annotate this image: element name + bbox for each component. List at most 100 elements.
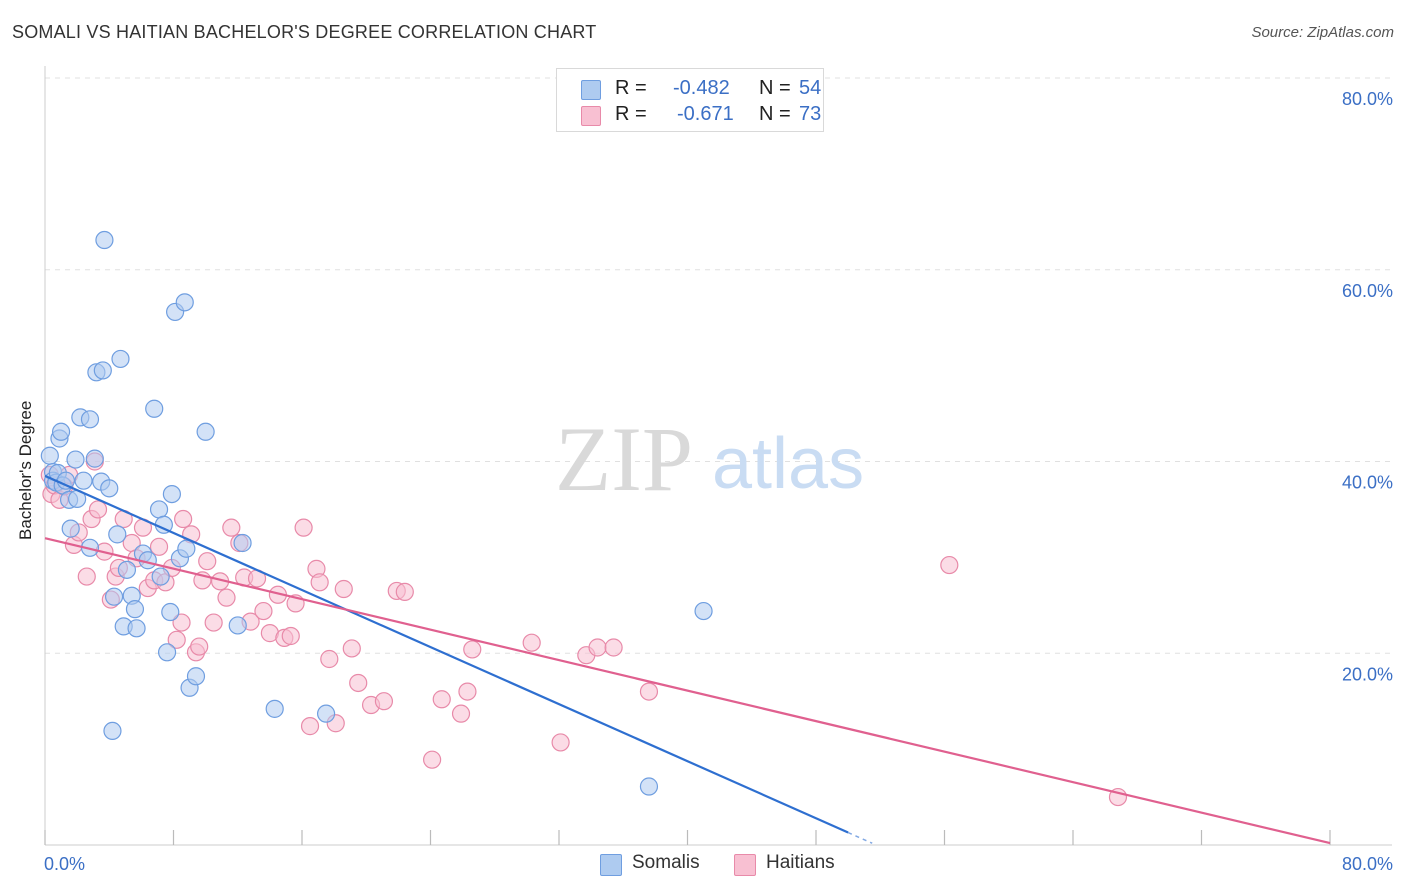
y-tick-label: 20.0%	[1342, 664, 1393, 684]
somali-point	[175, 293, 194, 312]
haitian-point	[334, 579, 353, 599]
somali-point	[151, 567, 170, 586]
tick-labels: 20.0% 40.0% 60.0% 80.0% 0.0% 80.0%	[44, 89, 1393, 874]
haitian-point	[172, 613, 191, 632]
haitian-point	[149, 537, 169, 556]
legend-stats: R = -0.482 N = 54 R = -0.671 N = 73	[556, 68, 824, 132]
somali-point	[111, 349, 130, 369]
somali-point	[125, 600, 145, 619]
haitian-point	[342, 639, 361, 658]
legend-label-somalis: Somalis	[632, 852, 700, 873]
somali-point	[108, 525, 127, 544]
legend-swatch-haitians	[734, 854, 756, 876]
haitian-point	[300, 717, 320, 736]
somali-point	[157, 643, 177, 662]
y-tick-label: 80.0%	[1342, 89, 1393, 109]
somali-point	[177, 539, 196, 558]
trend-line-somalis-extension	[847, 831, 873, 844]
somali-point	[103, 721, 122, 741]
haitian-point	[77, 567, 96, 586]
haitian-point	[167, 630, 186, 649]
somali-point	[186, 667, 206, 686]
chart-title: SOMALI VS HAITIAN BACHELOR'S DEGREE CORR…	[12, 22, 597, 42]
haitian-point	[639, 682, 659, 701]
haitian-point	[458, 682, 477, 701]
legend-swatch-somalis	[581, 80, 601, 100]
x-tick-label: 80.0%	[1342, 854, 1393, 874]
haitian-point	[174, 509, 193, 529]
legend-n-label: N =	[759, 103, 791, 125]
trend-line-somalis	[44, 474, 849, 834]
legend-swatch-somalis	[600, 854, 622, 876]
somali-point	[265, 699, 284, 718]
y-tick-label: 60.0%	[1342, 281, 1393, 301]
haitian-point	[254, 601, 273, 621]
grid-lines	[45, 77, 1392, 654]
y-tick-label: 40.0%	[1342, 473, 1393, 493]
y-axis-label: Bachelor's Degree	[16, 400, 35, 540]
haitian-point	[522, 633, 541, 652]
legend-r-label: R =	[615, 103, 647, 125]
trend-lines	[44, 474, 1331, 845]
somali-point	[228, 616, 247, 635]
haitian-point	[395, 582, 414, 601]
somali-point	[694, 601, 713, 621]
haitian-point	[217, 588, 236, 607]
haitian-point	[281, 626, 300, 646]
legend-n-value: 54	[799, 77, 822, 99]
somali-point	[104, 587, 124, 606]
haitian-point	[604, 638, 623, 657]
haitian-point	[294, 518, 313, 537]
somali-point	[40, 446, 59, 465]
watermark-zip: ZIP	[555, 408, 693, 510]
haitian-point	[551, 733, 570, 752]
haitian-point	[222, 518, 241, 537]
legend-r-value: -0.482	[673, 77, 730, 99]
somali-point	[639, 777, 659, 796]
haitian-point	[423, 750, 442, 769]
somali-point	[95, 230, 114, 250]
somali-point	[196, 422, 215, 441]
somali-point	[316, 704, 336, 723]
legend-n-label: N =	[759, 77, 791, 99]
haitian-point	[88, 500, 108, 519]
somali-point	[127, 619, 146, 638]
chart-source: Source: ZipAtlas.com	[1251, 24, 1394, 41]
x-tick-label: 0.0%	[44, 854, 85, 874]
watermark: ZIP atlas	[555, 408, 864, 510]
haitian-point	[198, 552, 217, 571]
haitian-point	[190, 637, 209, 656]
haitian-point	[320, 649, 339, 669]
somali-point	[66, 450, 85, 469]
somali-point	[93, 361, 112, 380]
legend-label-haitians: Haitians	[766, 852, 835, 873]
somali-point	[85, 449, 104, 468]
legend-swatch-haitians	[581, 106, 601, 126]
haitian-point	[349, 673, 368, 693]
somali-point	[117, 560, 137, 579]
legend-n-value: 73	[799, 103, 822, 125]
somali-point	[61, 519, 80, 538]
legend-r-label: R =	[615, 77, 647, 99]
haitian-point	[588, 638, 607, 657]
haitian-point	[463, 640, 482, 659]
haitian-point	[374, 692, 394, 711]
haitian-point	[451, 704, 471, 723]
haitian-point	[204, 613, 223, 632]
somali-point	[145, 399, 164, 418]
trend-line-haitians	[44, 537, 1331, 845]
somali-point	[51, 422, 71, 441]
somali-point	[74, 471, 93, 490]
haitian-point	[310, 573, 329, 592]
somali-point	[162, 484, 181, 504]
haitian-point	[432, 690, 451, 709]
watermark-atlas: atlas	[712, 424, 864, 504]
somali-point	[233, 533, 252, 553]
legend-r-value: -0.671	[677, 103, 734, 125]
somali-point	[161, 602, 180, 622]
somali-point	[80, 410, 100, 429]
haitian-point	[940, 555, 959, 575]
somali-point	[100, 479, 119, 498]
somali-point	[149, 500, 169, 519]
